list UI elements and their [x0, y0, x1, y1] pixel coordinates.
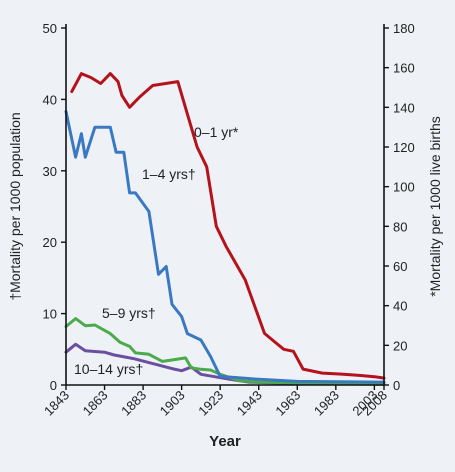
- x-tick-label: 1903: [157, 388, 188, 419]
- right-tick-label: 80: [393, 219, 407, 234]
- age-5-9-line: [64, 317, 386, 386]
- right-tick-label: 20: [393, 338, 407, 353]
- x-tick-label: 1963: [272, 388, 303, 419]
- right-tick-label: 100: [393, 180, 415, 195]
- left-tick-label: 40: [43, 92, 57, 107]
- right-tick-label: 160: [393, 61, 415, 76]
- x-tick-label: 1923: [195, 388, 226, 419]
- left-axis-title: †Mortality per 1000 population: [7, 112, 23, 300]
- x-tick-label: 1843: [41, 388, 72, 419]
- x-tick-label: 1943: [234, 388, 265, 419]
- series-labels: 0–1 yr* 1–4 yrs† 5–9 yrs† 10–14 yrs†: [74, 124, 239, 377]
- label-1-4-yrs: 1–4 yrs†: [142, 166, 196, 182]
- label-10-14-yrs: 10–14 yrs†: [74, 361, 143, 377]
- right-tick-label: 140: [393, 100, 415, 115]
- left-tick-label: 30: [43, 164, 57, 179]
- right-axis-title: *Mortality per 1000 live births: [427, 116, 443, 297]
- left-tick-label: 20: [43, 235, 57, 250]
- left-tick-label: 10: [43, 307, 57, 322]
- right-tick-label: 40: [393, 299, 407, 314]
- x-tick-label: 1863: [80, 388, 111, 419]
- x-axis-title: Year: [209, 433, 241, 450]
- right-tick-label: 0: [393, 378, 400, 393]
- x-tick-label: 1983: [311, 388, 342, 419]
- label-0-1-yr: 0–1 yr*: [194, 124, 239, 140]
- right-tick-label: 180: [393, 21, 415, 36]
- x-tick-label: 2008: [359, 388, 390, 419]
- x-tick-label: 1883: [118, 388, 149, 419]
- left-tick-label: 50: [43, 21, 57, 36]
- infant-mortality-line: [70, 72, 386, 380]
- right-tick-label: 120: [393, 140, 415, 155]
- series-lines: [64, 72, 386, 386]
- left-tick-label: 0: [50, 378, 57, 393]
- right-tick-label: 60: [393, 259, 407, 274]
- label-5-9-yrs: 5–9 yrs†: [102, 305, 156, 321]
- age-1-4-line: [64, 110, 386, 384]
